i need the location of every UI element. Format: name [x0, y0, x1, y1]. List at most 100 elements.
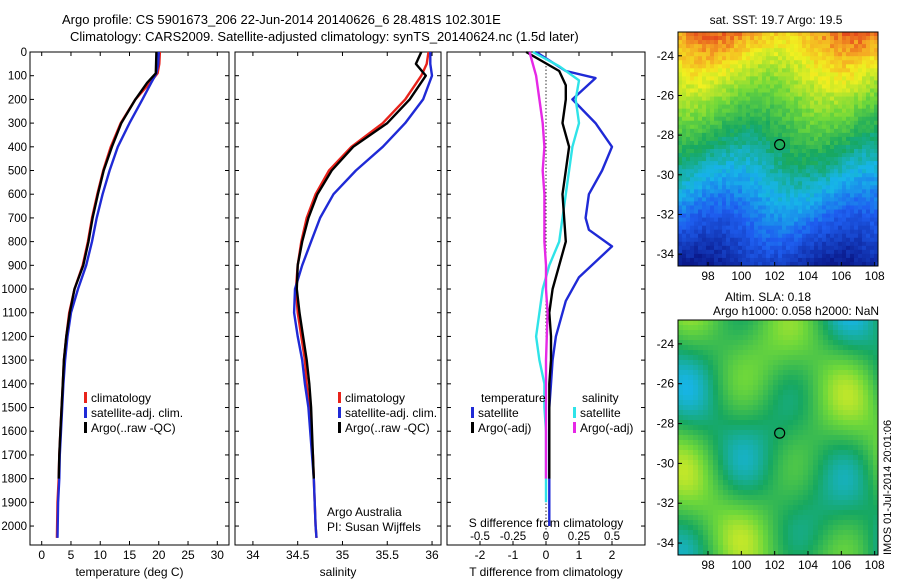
map-cell: [842, 40, 847, 45]
map-cell: [866, 257, 871, 263]
map-cell: [770, 112, 775, 118]
map-cell: [798, 181, 803, 186]
map-cell: [694, 36, 699, 41]
map-cell: [822, 132, 827, 138]
map-cell: [730, 165, 735, 170]
map-cell: [862, 44, 867, 49]
map-cell: [786, 84, 791, 89]
map-cell: [722, 189, 727, 194]
map-cell: [848, 480, 854, 486]
map-cell: [848, 330, 854, 336]
map-cell: [798, 261, 803, 267]
map-cell: [778, 355, 784, 361]
map-cell: [788, 380, 794, 386]
map-cell: [838, 153, 843, 158]
map-cell: [708, 405, 714, 411]
map-cell: [833, 360, 839, 366]
map-cell: [794, 88, 799, 93]
map-cell: [874, 60, 879, 65]
map-cell: [814, 100, 819, 106]
map-cell: [710, 120, 715, 126]
map-cell: [698, 213, 703, 218]
map-cell: [818, 32, 823, 37]
map-cell: [813, 425, 819, 431]
map-cell: [782, 108, 787, 114]
map-cell: [686, 72, 691, 77]
map-cell: [866, 120, 871, 126]
map-cell: [828, 540, 834, 546]
map-cell: [830, 229, 835, 235]
map-cell: [693, 545, 699, 551]
map-cell: [708, 490, 714, 496]
map-cell: [682, 201, 687, 206]
map-cell: [763, 450, 769, 456]
x-tick-label: 34: [246, 548, 260, 562]
map-cell: [774, 153, 779, 158]
map-cell: [690, 116, 695, 122]
map-cell: [806, 96, 811, 101]
map-cell: [773, 420, 779, 426]
map-cell: [814, 132, 819, 138]
map-cell: [846, 96, 851, 101]
map-cell: [810, 104, 815, 110]
map-cell: [818, 209, 823, 214]
map-cell: [698, 120, 703, 126]
map-cell: [733, 360, 739, 366]
map-cell: [682, 108, 687, 114]
map-cell: [718, 445, 724, 451]
map-cell: [678, 157, 683, 162]
map-cell: [863, 400, 869, 406]
map-cell: [710, 153, 715, 158]
map-cell: [766, 185, 771, 190]
map-cell: [862, 249, 867, 255]
map-cell: [728, 375, 734, 381]
map-cell: [702, 64, 707, 69]
map-cell: [750, 169, 755, 174]
map-cell: [710, 136, 715, 142]
map-cell: [866, 136, 871, 142]
map-cell: [794, 181, 799, 186]
map-cell: [850, 225, 855, 231]
map-cell: [683, 425, 689, 431]
map-cell: [703, 490, 709, 496]
x-tick-label: 104: [798, 269, 818, 283]
map-cell: [826, 40, 831, 45]
map-cell: [748, 515, 754, 521]
map-cell: [698, 365, 704, 371]
map-cell: [786, 169, 791, 174]
map-cell: [874, 257, 879, 263]
map-cell: [678, 92, 683, 97]
map-cell: [730, 44, 735, 49]
map-cell: [874, 209, 879, 214]
map-cell: [782, 165, 787, 170]
map-cell: [754, 36, 759, 41]
map-cell: [790, 157, 795, 162]
map-cell: [726, 136, 731, 142]
map-cell: [866, 32, 871, 37]
map-cell: [814, 249, 819, 255]
map-cell: [743, 415, 749, 421]
map-cell: [778, 500, 784, 506]
map-cell: [778, 96, 783, 101]
map-cell: [778, 169, 783, 174]
map-cell: [802, 36, 807, 41]
map-cell: [770, 128, 775, 134]
map-cell: [853, 530, 859, 536]
map-cell: [698, 181, 703, 186]
map-cell: [782, 241, 787, 247]
map-cell: [686, 169, 691, 174]
map-cell: [738, 233, 743, 239]
map-cell: [718, 420, 724, 426]
map-cell: [823, 505, 829, 511]
map-cell: [703, 535, 709, 541]
map-cell: [738, 144, 743, 150]
map-cell: [738, 213, 743, 218]
map-cell: [728, 465, 734, 471]
temperature-panel: 0100200300400500600700800900100011001200…: [1, 47, 230, 579]
map-cell: [782, 173, 787, 178]
map-cell: [793, 460, 799, 466]
map-cell: [770, 36, 775, 41]
map-cell: [774, 44, 779, 49]
map-cell: [726, 104, 731, 110]
map-cell: [754, 169, 759, 174]
